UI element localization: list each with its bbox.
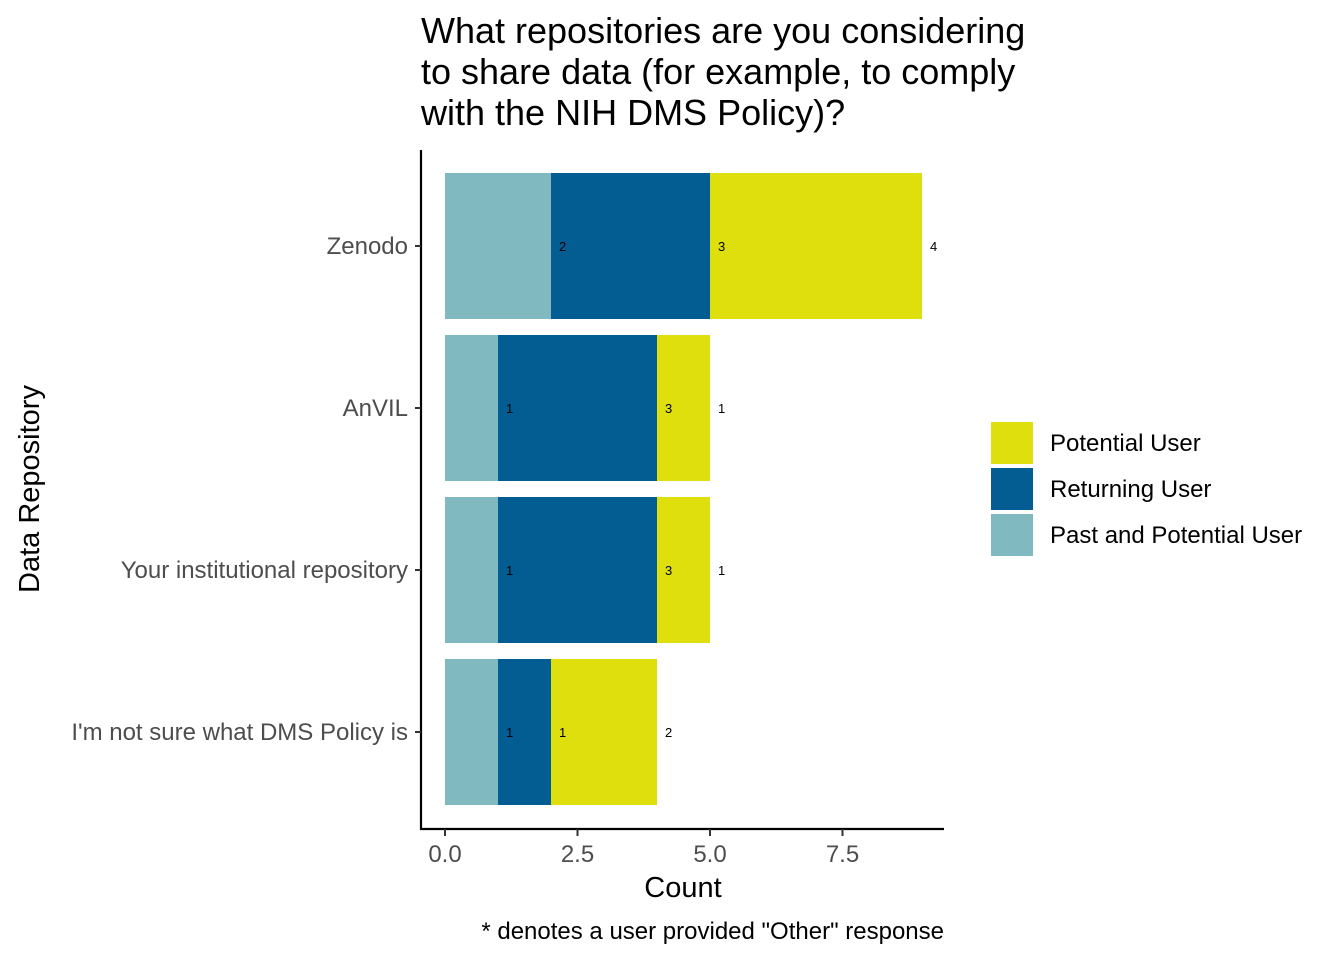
- bar-i-m-not-sure-what-dms-policy-is-past-and-potential-user: [445, 659, 498, 805]
- bar-label-zenodo-returning-user: 3: [718, 239, 725, 254]
- chart-title-line-1: What repositories are you considering: [421, 10, 1025, 51]
- chart-title: What repositories are you considering to…: [420, 10, 1025, 133]
- bar-your-institutional-repository-past-and-potential-user: [445, 497, 498, 643]
- y-tick-label-anvil: AnVIL: [343, 395, 408, 422]
- y-axis-ticks: Zenodo AnVIL Your institutional repository…: [71, 233, 421, 746]
- legend-label-returning-user: Returning User: [1050, 476, 1211, 503]
- legend-key-potential-user: [991, 422, 1033, 464]
- bar-label-i-m-not-sure-what-dms-policy-is-returning-user: 1: [559, 725, 566, 740]
- bar-label-anvil-returning-user: 3: [665, 401, 672, 416]
- legend-label-past-and-potential-user: Past and Potential User: [1050, 522, 1302, 549]
- y-tick-label-your-institutional-repository: Your institutional repository: [121, 557, 408, 584]
- bar-label-your-institutional-repository-potential-user: 1: [718, 563, 725, 578]
- bar-label-your-institutional-repository-returning-user: 3: [665, 563, 672, 578]
- bar-label-zenodo-potential-user: 4: [930, 239, 937, 254]
- bar-anvil-potential-user: [657, 335, 710, 481]
- bar-label-zenodo-past-and-potential-user: 2: [559, 239, 566, 254]
- bar-label-i-m-not-sure-what-dms-policy-is-past-and-potential-user: 1: [506, 725, 513, 740]
- x-tick-label: 0.0: [428, 841, 461, 868]
- bars: [445, 173, 922, 805]
- bar-labels: 2 3 4 1 3 1 1 3 1 1 1 2: [506, 239, 937, 740]
- bar-your-institutional-repository-returning-user: [498, 497, 657, 643]
- y-tick-label-zenodo: Zenodo: [327, 233, 408, 260]
- legend-label-potential-user: Potential User: [1050, 430, 1201, 457]
- bar-i-m-not-sure-what-dms-policy-is-potential-user: [551, 659, 657, 805]
- x-tick-label: 7.5: [826, 841, 859, 868]
- bar-i-m-not-sure-what-dms-policy-is-returning-user: [498, 659, 551, 805]
- bar-anvil-past-and-potential-user: [445, 335, 498, 481]
- bar-label-i-m-not-sure-what-dms-policy-is-potential-user: 2: [665, 725, 672, 740]
- y-axis-title: Data Repository: [14, 385, 46, 593]
- x-axis-title: Count: [644, 872, 721, 904]
- bar-anvil-returning-user: [498, 335, 657, 481]
- x-tick-label: 2.5: [561, 841, 594, 868]
- chart-title-line-3: with the NIH DMS Policy)?: [420, 92, 845, 133]
- bar-label-anvil-past-and-potential-user: 1: [506, 401, 513, 416]
- bar-zenodo-past-and-potential-user: [445, 173, 551, 319]
- bar-label-anvil-potential-user: 1: [718, 401, 725, 416]
- y-tick-label-i-m-not-sure-what-dms-policy-is: I'm not sure what DMS Policy is: [71, 719, 408, 746]
- x-axis-ticks: 0.0 2.5 5.0 7.5: [428, 829, 859, 868]
- legend: Potential User Returning User Past and Pot…: [991, 422, 1302, 556]
- legend-key-returning-user: [991, 468, 1033, 510]
- bar-zenodo-potential-user: [710, 173, 922, 319]
- chart-title-line-2: to share data (for example, to comply: [421, 51, 1015, 92]
- chart-caption: * denotes a user provided "Other" respon…: [481, 918, 944, 945]
- axes: [419, 150, 944, 831]
- x-tick-label: 5.0: [693, 841, 726, 868]
- bar-your-institutional-repository-potential-user: [657, 497, 710, 643]
- bar-zenodo-returning-user: [551, 173, 710, 319]
- legend-key-past-and-potential-user: [991, 514, 1033, 556]
- bar-label-your-institutional-repository-past-and-potential-user: 1: [506, 563, 513, 578]
